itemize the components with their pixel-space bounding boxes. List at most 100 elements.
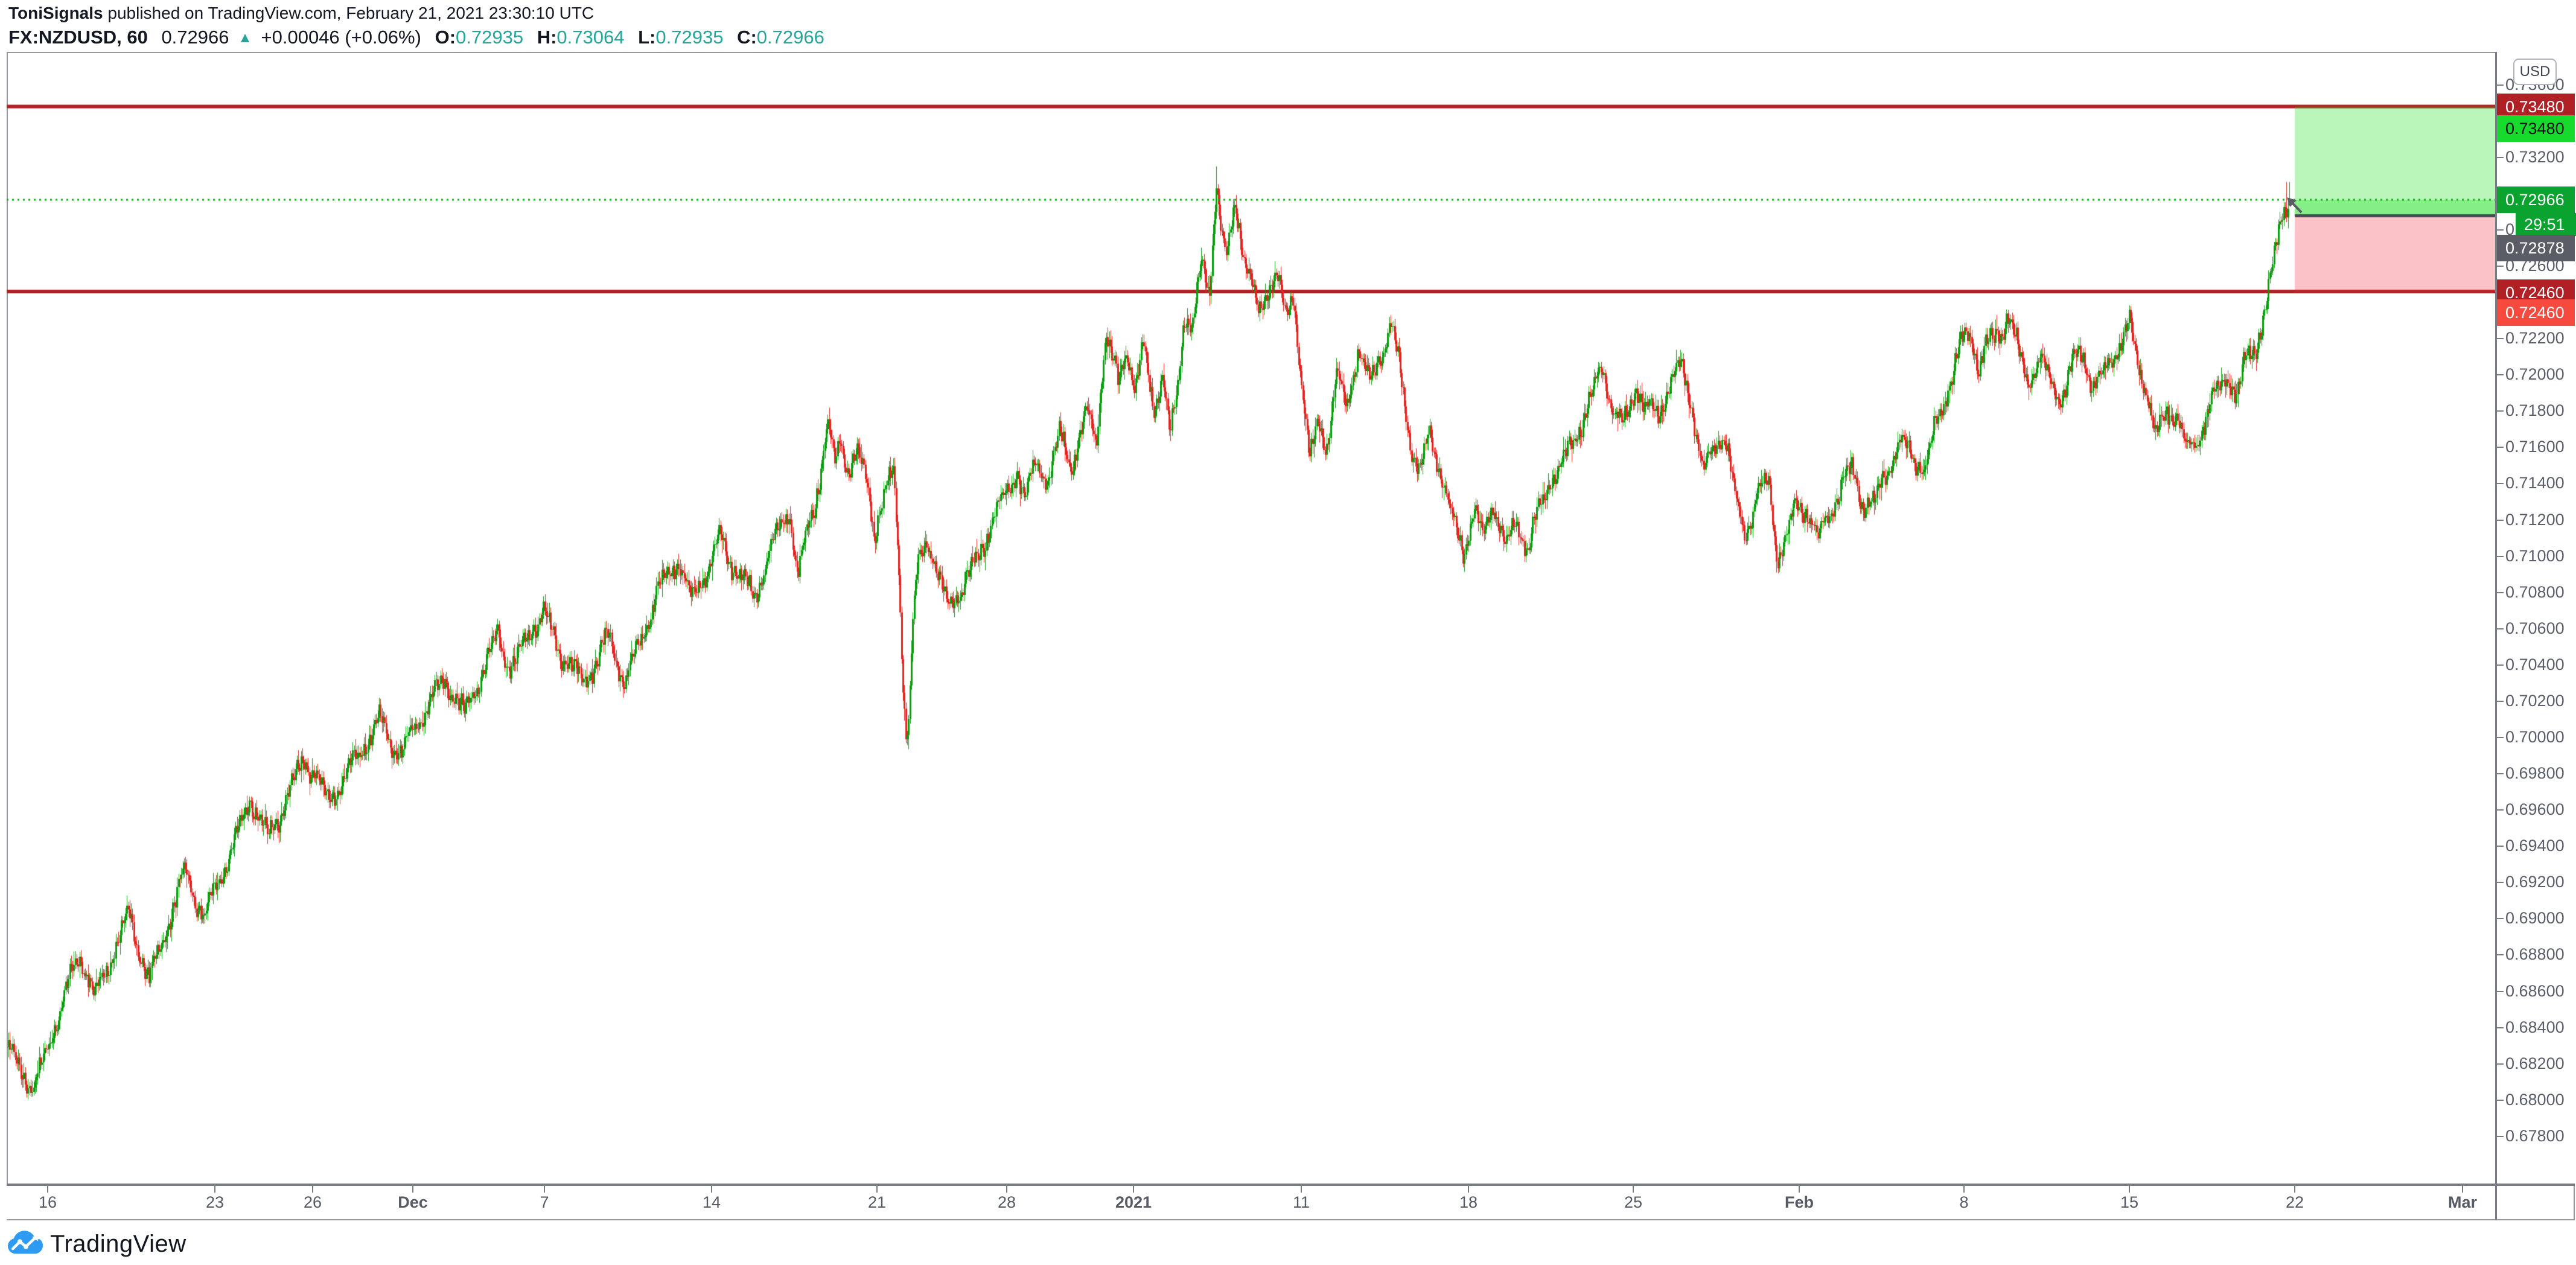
price-tick-mark bbox=[2497, 338, 2504, 340]
price-tick-mark bbox=[2497, 1099, 2504, 1101]
time-tick-label: 28 bbox=[997, 1193, 1016, 1211]
price-tick-mark bbox=[2497, 990, 2504, 992]
price-tick-label: 0.67800 bbox=[2505, 1126, 2565, 1145]
price-tick-mark bbox=[2497, 736, 2504, 738]
time-tick-label: 21 bbox=[867, 1193, 887, 1211]
time-tick-mark bbox=[2294, 1186, 2295, 1193]
price-axis[interactable]: 0.736000.734000.732000.730000.728000.726… bbox=[2497, 52, 2576, 1184]
time-tick-label: 23 bbox=[205, 1193, 225, 1211]
publish-byline: ToniSignals published on TradingView.com… bbox=[8, 4, 594, 23]
time-tick-mark bbox=[1633, 1186, 1634, 1193]
price-tick-mark bbox=[2497, 664, 2504, 666]
price-tick-mark bbox=[2497, 809, 2504, 811]
price-up-arrow-icon: ▲ bbox=[238, 30, 252, 46]
time-tick-label: 16 bbox=[38, 1193, 57, 1211]
last-price: 0.72966 bbox=[161, 27, 229, 48]
candlestick-chart-canvas[interactable] bbox=[7, 52, 2495, 1184]
time-tick-mark bbox=[2462, 1186, 2463, 1193]
time-tick-mark bbox=[312, 1186, 313, 1193]
price-tick-label: 0.73200 bbox=[2505, 147, 2565, 166]
time-tick-mark bbox=[47, 1186, 48, 1193]
high-value: 0.73064 bbox=[556, 27, 625, 48]
time-tick-label: 11 bbox=[1292, 1193, 1310, 1211]
time-tick-label: 25 bbox=[1624, 1193, 1643, 1211]
price-tick-label: 0.69400 bbox=[2505, 836, 2565, 855]
stop-price-label: 0.72460 bbox=[2497, 299, 2575, 326]
price-axis-separator bbox=[2495, 52, 2497, 1220]
last-price-label: 0.72966 bbox=[2497, 186, 2575, 213]
price-tick-mark bbox=[2497, 410, 2504, 412]
time-tick-mark bbox=[2129, 1186, 2130, 1193]
open-label: O: bbox=[435, 27, 456, 48]
price-tick-label: 0.71800 bbox=[2505, 401, 2565, 420]
price-tick-mark bbox=[2497, 882, 2504, 884]
price-tick-mark bbox=[2497, 846, 2504, 847]
price-tick-label: 0.71600 bbox=[2505, 438, 2565, 456]
price-tick-mark bbox=[2497, 1027, 2504, 1028]
time-tick-label: Feb bbox=[1784, 1193, 1814, 1211]
price-tick-mark bbox=[2497, 628, 2504, 629]
time-tick-mark bbox=[1799, 1186, 1800, 1193]
price-tick-mark bbox=[2497, 265, 2504, 267]
target-price-label: 0.73480 bbox=[2497, 115, 2575, 142]
time-tick-mark bbox=[412, 1186, 413, 1193]
price-tick-label: 0.71000 bbox=[2505, 546, 2565, 565]
time-tick-mark bbox=[1133, 1186, 1134, 1193]
time-tick-mark bbox=[544, 1186, 545, 1193]
price-tick-mark bbox=[2497, 229, 2504, 231]
currency-toggle-button[interactable]: USD bbox=[2513, 59, 2557, 85]
time-tick-label: 22 bbox=[2285, 1193, 2304, 1211]
price-tick-mark bbox=[2497, 374, 2504, 376]
price-tick-label: 0.71200 bbox=[2505, 510, 2565, 529]
mouse-cursor bbox=[2287, 197, 2303, 214]
time-tick-label: 2021 bbox=[1115, 1193, 1152, 1211]
price-tick-label: 0.69000 bbox=[2505, 909, 2565, 928]
price-tick-mark bbox=[2497, 447, 2504, 448]
entry-price-label: 0.72878 bbox=[2497, 235, 2575, 261]
tradingview-cloud-icon bbox=[8, 1231, 43, 1254]
time-axis[interactable]: 16 23 26 Dec 7 14 21 28 2021 11 18 25 Feb 8 15 22 Mar bbox=[7, 1186, 2495, 1219]
price-tick-mark bbox=[2497, 773, 2504, 775]
low-label: L: bbox=[638, 27, 656, 48]
time-tick-mark bbox=[1963, 1186, 1965, 1193]
close-label: C: bbox=[737, 27, 757, 48]
time-tick-label: Mar bbox=[2447, 1193, 2478, 1211]
price-tick-mark bbox=[2497, 84, 2504, 86]
time-tick-mark bbox=[1006, 1186, 1007, 1193]
time-tick-mark bbox=[876, 1186, 878, 1193]
price-tick-label: 0.68000 bbox=[2505, 1090, 2565, 1109]
time-tick-label: Dec bbox=[398, 1193, 428, 1211]
price-tick-label: 0.69600 bbox=[2505, 800, 2565, 819]
byline-text: published on TradingView.com, February 2… bbox=[103, 4, 595, 22]
time-tick-label: 15 bbox=[2120, 1193, 2139, 1211]
time-axis-separator bbox=[7, 1184, 2575, 1186]
price-tick-mark bbox=[2497, 700, 2504, 702]
symbol-info-bar: FX:NZDUSD, 60 0.72966 ▲ +0.00046 (+0.06%… bbox=[8, 27, 824, 48]
tradingview-logo[interactable]: TradingView bbox=[8, 1230, 187, 1258]
logo-wordmark: TradingView bbox=[50, 1230, 187, 1257]
time-tick-mark bbox=[1468, 1186, 1469, 1193]
time-tick-mark bbox=[711, 1186, 712, 1193]
price-tick-mark bbox=[2497, 1135, 2504, 1137]
price-tick-label: 0.70400 bbox=[2505, 655, 2565, 674]
price-tick-mark bbox=[2497, 156, 2504, 158]
price-tick-label: 0.70200 bbox=[2505, 691, 2565, 710]
time-tick-label: 18 bbox=[1459, 1193, 1478, 1211]
time-tick-label: 26 bbox=[303, 1193, 322, 1211]
price-tick-mark bbox=[2497, 555, 2504, 557]
price-tick-label: 0.68200 bbox=[2505, 1054, 2565, 1072]
price-tick-label: 0.68400 bbox=[2505, 1018, 2565, 1036]
price-tick-label: 0.68600 bbox=[2505, 981, 2565, 1000]
time-tick-mark bbox=[214, 1186, 215, 1193]
price-tick-label: 0.70800 bbox=[2505, 582, 2565, 601]
currency-label: USD bbox=[2519, 63, 2551, 80]
symbol-interval[interactable]: FX:NZDUSD, 60 bbox=[8, 27, 148, 48]
author-name: ToniSignals bbox=[8, 4, 103, 22]
close-value: 0.72966 bbox=[756, 27, 824, 48]
bar-countdown: 29:51 bbox=[2516, 213, 2576, 236]
price-tick-label: 0.70600 bbox=[2505, 619, 2565, 637]
price-tick-label: 0.69800 bbox=[2505, 764, 2565, 783]
time-tick-label: 8 bbox=[1959, 1193, 1969, 1211]
price-tick-label: 0.72000 bbox=[2505, 365, 2565, 384]
